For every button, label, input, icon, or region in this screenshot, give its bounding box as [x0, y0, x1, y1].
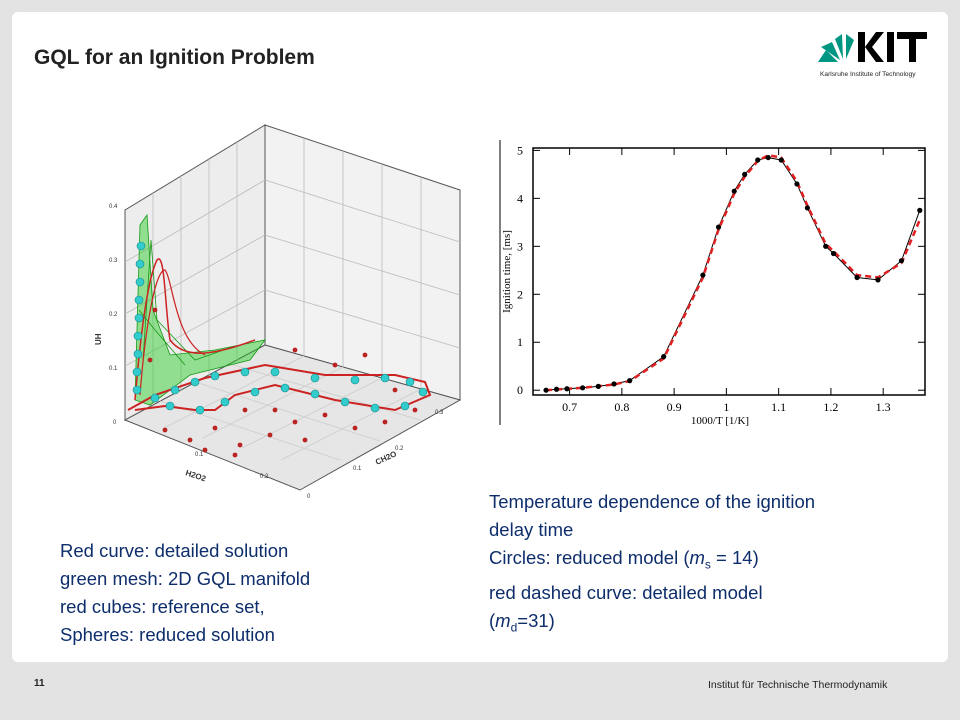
y-tick-label: 5: [517, 143, 523, 157]
data-point: [627, 378, 633, 384]
vertical-tick-label: 0.2: [109, 312, 118, 318]
series-detailed-dashed-line: [545, 153, 921, 392]
y-tick-label: 3: [517, 239, 523, 253]
right-caption: Temperature dependence of the ignition d…: [489, 488, 815, 641]
axis-label-front: H2O2: [184, 468, 207, 483]
slide-title: GQL for an Ignition Problem: [34, 46, 315, 69]
vertical-tick-label: 0.1: [109, 366, 118, 372]
data-point: [580, 385, 586, 391]
caption-line: green mesh: 2D GQL manifold: [60, 568, 311, 589]
x-tick-label: 0.7: [562, 400, 577, 414]
y-tick-label: 0: [517, 383, 523, 397]
caption-subscript: s: [704, 557, 711, 572]
y-axis-label: Ignition time, [ms]: [501, 230, 513, 313]
caption-subscript: d: [510, 620, 518, 635]
front-tick-label: 0.2: [260, 474, 269, 480]
data-point: [755, 157, 761, 163]
data-point: [898, 258, 905, 264]
x-tick-label: 0.9: [667, 400, 682, 414]
data-point: [553, 386, 560, 392]
caption-line: red dashed curve: detailed model: [489, 581, 763, 603]
y-tick-label: 2: [517, 287, 523, 301]
caption-text: = 14): [710, 547, 759, 568]
vertical-tick-label: 0: [113, 420, 117, 426]
caption-line: Temperature dependence of the ignition: [489, 491, 816, 512]
x-tick-label: 1.1: [771, 400, 786, 414]
data-point: [742, 171, 748, 177]
kit-logo-letters: [858, 32, 927, 62]
left-caption: Red curve: detailed solution green mesh:…: [60, 537, 310, 649]
footer-institute: Institut für Technische Thermodynamik: [708, 679, 888, 691]
reduced-solution-spheres: [132, 241, 428, 415]
data-point: [700, 272, 706, 278]
vertical-tick-label: 0.3: [109, 258, 118, 264]
caption-line: delay time: [489, 519, 574, 540]
data-point: [715, 224, 722, 230]
plot-frame: [532, 147, 926, 396]
data-point: [804, 205, 810, 211]
data-point: [875, 277, 881, 283]
kit-logo: Karlsruhe Institute of Technology: [818, 32, 927, 78]
front-tick-label: 0.1: [195, 452, 204, 458]
x-tick-label: 1: [723, 400, 729, 414]
caption-text: Circles: reduced model (: [489, 547, 690, 568]
caption-text: (: [489, 609, 496, 631]
manifold-3d-figure: UH H2O2 CH2O 0 0.1 0.2 0.3 0.4 0.1 0.2 0…: [95, 124, 462, 500]
x-tick-label: 1.3: [876, 400, 891, 414]
data-point: [595, 383, 601, 389]
vertical-tick-label: 0.4: [109, 204, 118, 210]
right-tick-label: 0.1: [353, 466, 362, 472]
data-point: [543, 387, 549, 393]
data-point: [564, 386, 570, 392]
y-tick-label: 1: [517, 335, 523, 349]
caption-line: Circles: reduced model (ms = 14): [489, 544, 815, 579]
data-point: [794, 181, 800, 187]
kit-logo-subtitle: Karlsruhe Institute of Technology: [820, 71, 916, 78]
data-point: [823, 243, 829, 249]
caption-text: =31): [517, 609, 555, 631]
x-tick-label: 1.2: [823, 400, 838, 414]
reference-set-cubes: [147, 307, 418, 458]
x-axis-label: 1000/T [1/K]: [691, 415, 749, 427]
y-tick-label: 4: [517, 191, 523, 205]
right-tick-label: 0.3: [435, 410, 444, 416]
data-point: [854, 274, 860, 281]
data-point: [778, 157, 784, 163]
detailed-solution-curves: [127, 258, 432, 412]
data-point: [765, 154, 771, 161]
data-point: [611, 381, 617, 387]
kit-logo-emblem: [818, 34, 854, 62]
page-number: 11: [34, 678, 45, 689]
caption-variable: m: [689, 547, 705, 568]
floor-grid: [159, 355, 422, 461]
x-tick-label: 0.8: [614, 400, 629, 414]
data-point: [661, 354, 667, 360]
data-point: [830, 250, 837, 257]
caption-line: Red curve: detailed solution: [60, 540, 289, 561]
caption-line: Spheres: reduced solution: [60, 624, 275, 645]
caption-line: red cubes: reference set,: [60, 596, 265, 617]
data-point: [917, 207, 923, 213]
caption-variable: m: [495, 609, 511, 631]
right-tick-label: 0.2: [395, 446, 404, 452]
front-tick-label: 0: [307, 494, 311, 500]
data-point: [731, 188, 737, 194]
axis-label-vertical: UH: [95, 333, 103, 345]
ignition-time-chart: 0.7 0.8 0.9 1 1.1 1.2 1.3 0 1 2 3 4 5 1000/T [1/K] Ign…: [499, 140, 926, 427]
caption-line: (md=31): [489, 607, 815, 642]
